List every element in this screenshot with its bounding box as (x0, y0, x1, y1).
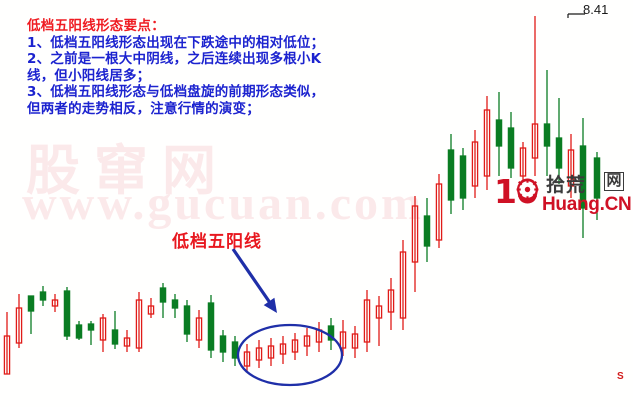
candle-body (339, 331, 347, 349)
logo-site-cn-boxed: 网 (604, 172, 624, 191)
candle-body (579, 145, 587, 209)
candle-body (15, 307, 23, 344)
notes-line-4: 3、低档五阳线形态与低档盘旋的前期形态类似， (27, 84, 325, 101)
candle-body (147, 305, 155, 315)
price-label: 8.41 (583, 2, 609, 17)
candle-body (411, 205, 419, 263)
candle-body (183, 305, 191, 335)
candle-body (27, 295, 35, 312)
candle-body (159, 287, 167, 303)
corner-marker: S (617, 371, 624, 382)
notes-line-2: 2、之前是一根大中阴线，之后连续出现多根小K (27, 51, 322, 68)
candle-body (279, 343, 287, 355)
candle-body (593, 157, 601, 199)
candle-body (423, 215, 431, 247)
candle-body (387, 289, 395, 313)
candle-body (447, 149, 455, 201)
callout-arrow (231, 248, 277, 313)
candle-body (243, 351, 251, 367)
candle-body (435, 183, 443, 241)
site-logo: 10 拾荒 网 Huang.CN (494, 170, 632, 216)
candle-body (363, 299, 371, 343)
candle-body (519, 147, 527, 177)
candle-body (123, 337, 131, 347)
candle-body (171, 299, 179, 309)
candle-body (399, 251, 407, 319)
candle-body (531, 123, 539, 159)
candle-body (375, 305, 383, 319)
candle-body (231, 341, 239, 359)
candle-body (291, 339, 299, 353)
notes-line-1: 1、低档五阳线形态出现在下跌途中的相对低位； (27, 34, 325, 51)
candle-body (51, 299, 59, 307)
notes-line-5: 但两者的走势相反，注意行情的演变； (27, 100, 260, 117)
candle-body (87, 323, 95, 331)
callout-label: 低档五阳线 (172, 232, 262, 252)
candle-body (543, 123, 551, 147)
price-leader-line (567, 13, 585, 18)
notes-heading: 低档五阳线形态要点： (27, 18, 165, 34)
logo-site-en: Huang.CN (542, 194, 632, 215)
candle-body (495, 119, 503, 147)
highlight-ellipse (236, 323, 344, 387)
candle-body (3, 335, 11, 375)
candle-body (99, 317, 107, 341)
candle-body (507, 127, 515, 169)
candle-body (555, 137, 563, 169)
candle-body (303, 335, 311, 347)
candle-body (39, 291, 47, 301)
candle-body (267, 345, 275, 359)
candle-body (135, 299, 143, 349)
notes-block: 低档五阳线形态要点： 1、低档五阳线形态出现在下跌途中的相对低位； 2、之前是一… (27, 18, 324, 118)
notes-line-3: 线，但小阳线居多； (27, 67, 151, 84)
candle-body (195, 317, 203, 341)
candle-body (327, 325, 335, 341)
candle-body (75, 324, 83, 339)
candle-body (207, 302, 215, 351)
candle-body (459, 155, 467, 199)
candle-body (111, 329, 119, 345)
candle-body (351, 333, 359, 349)
gear-icon (516, 178, 539, 201)
candle-body (63, 290, 71, 337)
logo-site-cn: 拾荒 (546, 174, 587, 196)
candle-body (567, 149, 575, 187)
candle-body (483, 109, 491, 177)
candle-body (471, 141, 479, 187)
candle-body (255, 347, 263, 361)
candle-body (219, 335, 227, 353)
